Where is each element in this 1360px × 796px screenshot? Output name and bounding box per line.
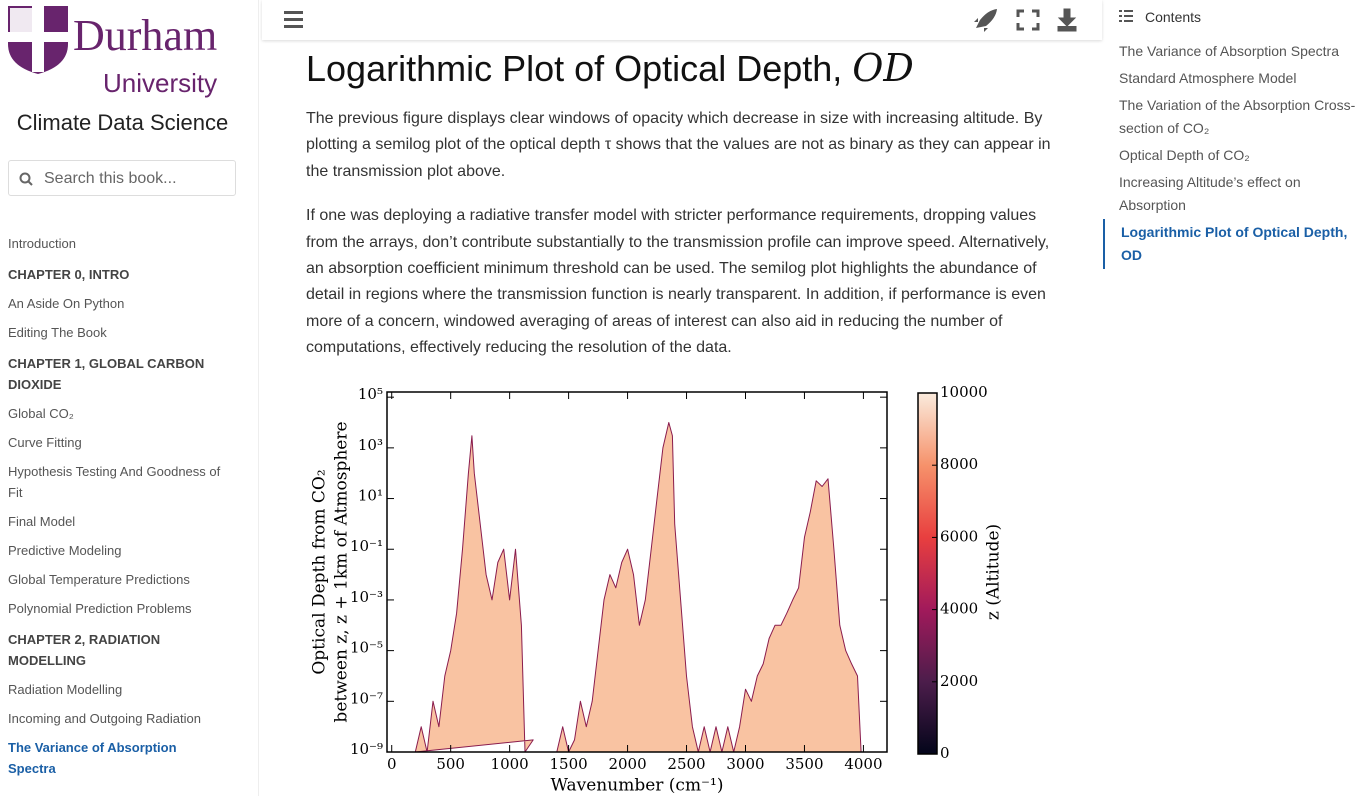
logo-subname: University: [103, 68, 217, 98]
topbar: [262, 0, 1102, 40]
menu-button[interactable]: [284, 11, 303, 28]
fullscreen-button[interactable]: [1016, 9, 1040, 31]
paragraph: If one was deploying a radiative transfe…: [306, 207, 1050, 357]
y-tick-label: 10⁵: [358, 385, 383, 403]
y-axis-label: Optical Depth from CO₂: [310, 469, 330, 674]
x-tick-label: 1000: [491, 755, 529, 773]
toc-link[interactable]: Logarithmic Plot of Optical Depth, OD: [1103, 219, 1358, 269]
x-tick-label: 3500: [785, 755, 823, 773]
toolbar-icons: [284, 8, 1077, 32]
colorbar-tick-label: 8000: [940, 455, 978, 473]
nav-link[interactable]: An Aside On Python: [8, 296, 125, 311]
x-tick-label: 500: [436, 755, 465, 773]
download-button[interactable]: [1057, 8, 1077, 32]
site-title: Climate Data Science: [16, 110, 229, 135]
nav-section: CHAPTER 1, GLOBAL CARBON DIOXIDE Global C…: [8, 353, 223, 619]
y-tick-label: 10⁻⁵: [350, 639, 383, 657]
x-tick-label: 4000: [844, 755, 882, 773]
title-text: Logarithmic Plot of Optical Depth,: [306, 48, 853, 89]
nav-link[interactable]: Predictive Modeling: [8, 543, 122, 558]
nav-link[interactable]: Hypothesis Testing And Goodness of Fit: [8, 464, 221, 500]
nav-link[interactable]: Introduction: [8, 236, 76, 251]
article: Logarithmic Plot of Optical Depth, OD Th…: [306, 42, 1056, 380]
paragraph: The previous figure displays clear windo…: [306, 110, 1051, 180]
nav-caption: CHAPTER 2, RADIATION MODELLING: [8, 632, 161, 668]
nav-link[interactable]: Curve Fitting: [8, 435, 82, 450]
y-tick-label: 10¹: [358, 487, 383, 505]
nav-link[interactable]: Global Temperature Predictions: [8, 572, 190, 587]
sidebar: Durham University Climate Data Science S…: [0, 0, 259, 796]
toc-link[interactable]: The Variation of the Absorption Cross-se…: [1119, 97, 1356, 136]
nav: Introduction CHAPTER 0, INTRO An Aside On …: [8, 233, 223, 789]
nav-link[interactable]: Incoming and Outgoing Radiation: [8, 711, 201, 726]
nav-link[interactable]: Final Model: [8, 514, 76, 529]
search-icon: [19, 172, 33, 186]
colorbar: [917, 392, 938, 755]
nav-section: CHAPTER 2, RADIATION MODELLING Radiation …: [8, 629, 223, 779]
plot-frame: [386, 391, 888, 753]
colorbar-tick-label: 0: [940, 744, 950, 762]
nav-caption: CHAPTER 0, INTRO: [8, 267, 130, 282]
x-axis-label: Wavenumber (cm⁻¹): [551, 776, 724, 796]
colorbar-label: z (Altitude): [984, 524, 1004, 620]
nav-link[interactable]: Global CO₂: [8, 406, 74, 421]
title-math: OD: [852, 46, 914, 90]
nav-section: CHAPTER 0, INTRO An Aside On Python Editin…: [8, 264, 223, 343]
article-title: Logarithmic Plot of Optical Depth, OD: [306, 46, 1056, 90]
search-placeholder: Search this book...: [44, 170, 177, 187]
toc-link[interactable]: Optical Depth of CO₂: [1119, 147, 1250, 163]
chart: 0 500 1000 1500 2000 2500 3000 3500 4000 10⁻⁹ 10⁻⁷…: [310, 383, 1004, 796]
y-tick-label: 10⁻¹: [350, 537, 383, 555]
nav-caption: CHAPTER 1, GLOBAL CARBON DIOXIDE: [8, 356, 205, 392]
nav-section: Introduction: [8, 233, 223, 254]
colorbar-tick-label: 4000: [940, 600, 978, 618]
y-tick-label: 10³: [358, 436, 383, 454]
y-axis-label: between z, z + 1km of Atmosphere: [332, 421, 352, 722]
nav-link[interactable]: Editing The Book: [8, 325, 107, 340]
nav-link[interactable]: Polynomial Prediction Problems: [8, 601, 192, 616]
x-tick-label: 1500: [550, 755, 588, 773]
toc-list: The Variance of Absorption Spectra Standa…: [1103, 38, 1358, 269]
logo-name: Durham: [73, 11, 217, 60]
nav-link[interactable]: The Variance of Absorption Spectra: [8, 740, 177, 776]
colorbar-tick-label: 2000: [940, 672, 978, 690]
y-tick-label: 10⁻⁹: [350, 740, 383, 758]
spectrum-area: [414, 422, 862, 752]
toc-link[interactable]: Increasing Altitude’s effect on Absorpti…: [1119, 174, 1301, 213]
launch-button[interactable]: [974, 9, 997, 32]
x-tick-label: 2000: [608, 755, 646, 773]
x-tick-label: 0: [387, 755, 397, 773]
y-tick-label: 10⁻³: [350, 588, 383, 606]
toc-link[interactable]: Standard Atmosphere Model: [1119, 70, 1297, 86]
toc-icon: [1119, 10, 1133, 22]
logo[interactable]: Durham University: [8, 4, 240, 100]
nav-link[interactable]: Radiation Modelling: [8, 682, 123, 697]
colorbar-tick-label: 6000: [940, 527, 978, 545]
toc-title: Contents: [1145, 9, 1202, 25]
y-tick-label: 10⁻⁷: [350, 689, 383, 707]
x-tick-label: 2500: [667, 755, 705, 773]
search-box[interactable]: Search this book...: [8, 160, 236, 196]
x-tick-label: 3000: [726, 755, 764, 773]
toc-link[interactable]: The Variance of Absorption Spectra: [1119, 43, 1339, 59]
colorbar-tick-label: 10000: [940, 383, 988, 401]
